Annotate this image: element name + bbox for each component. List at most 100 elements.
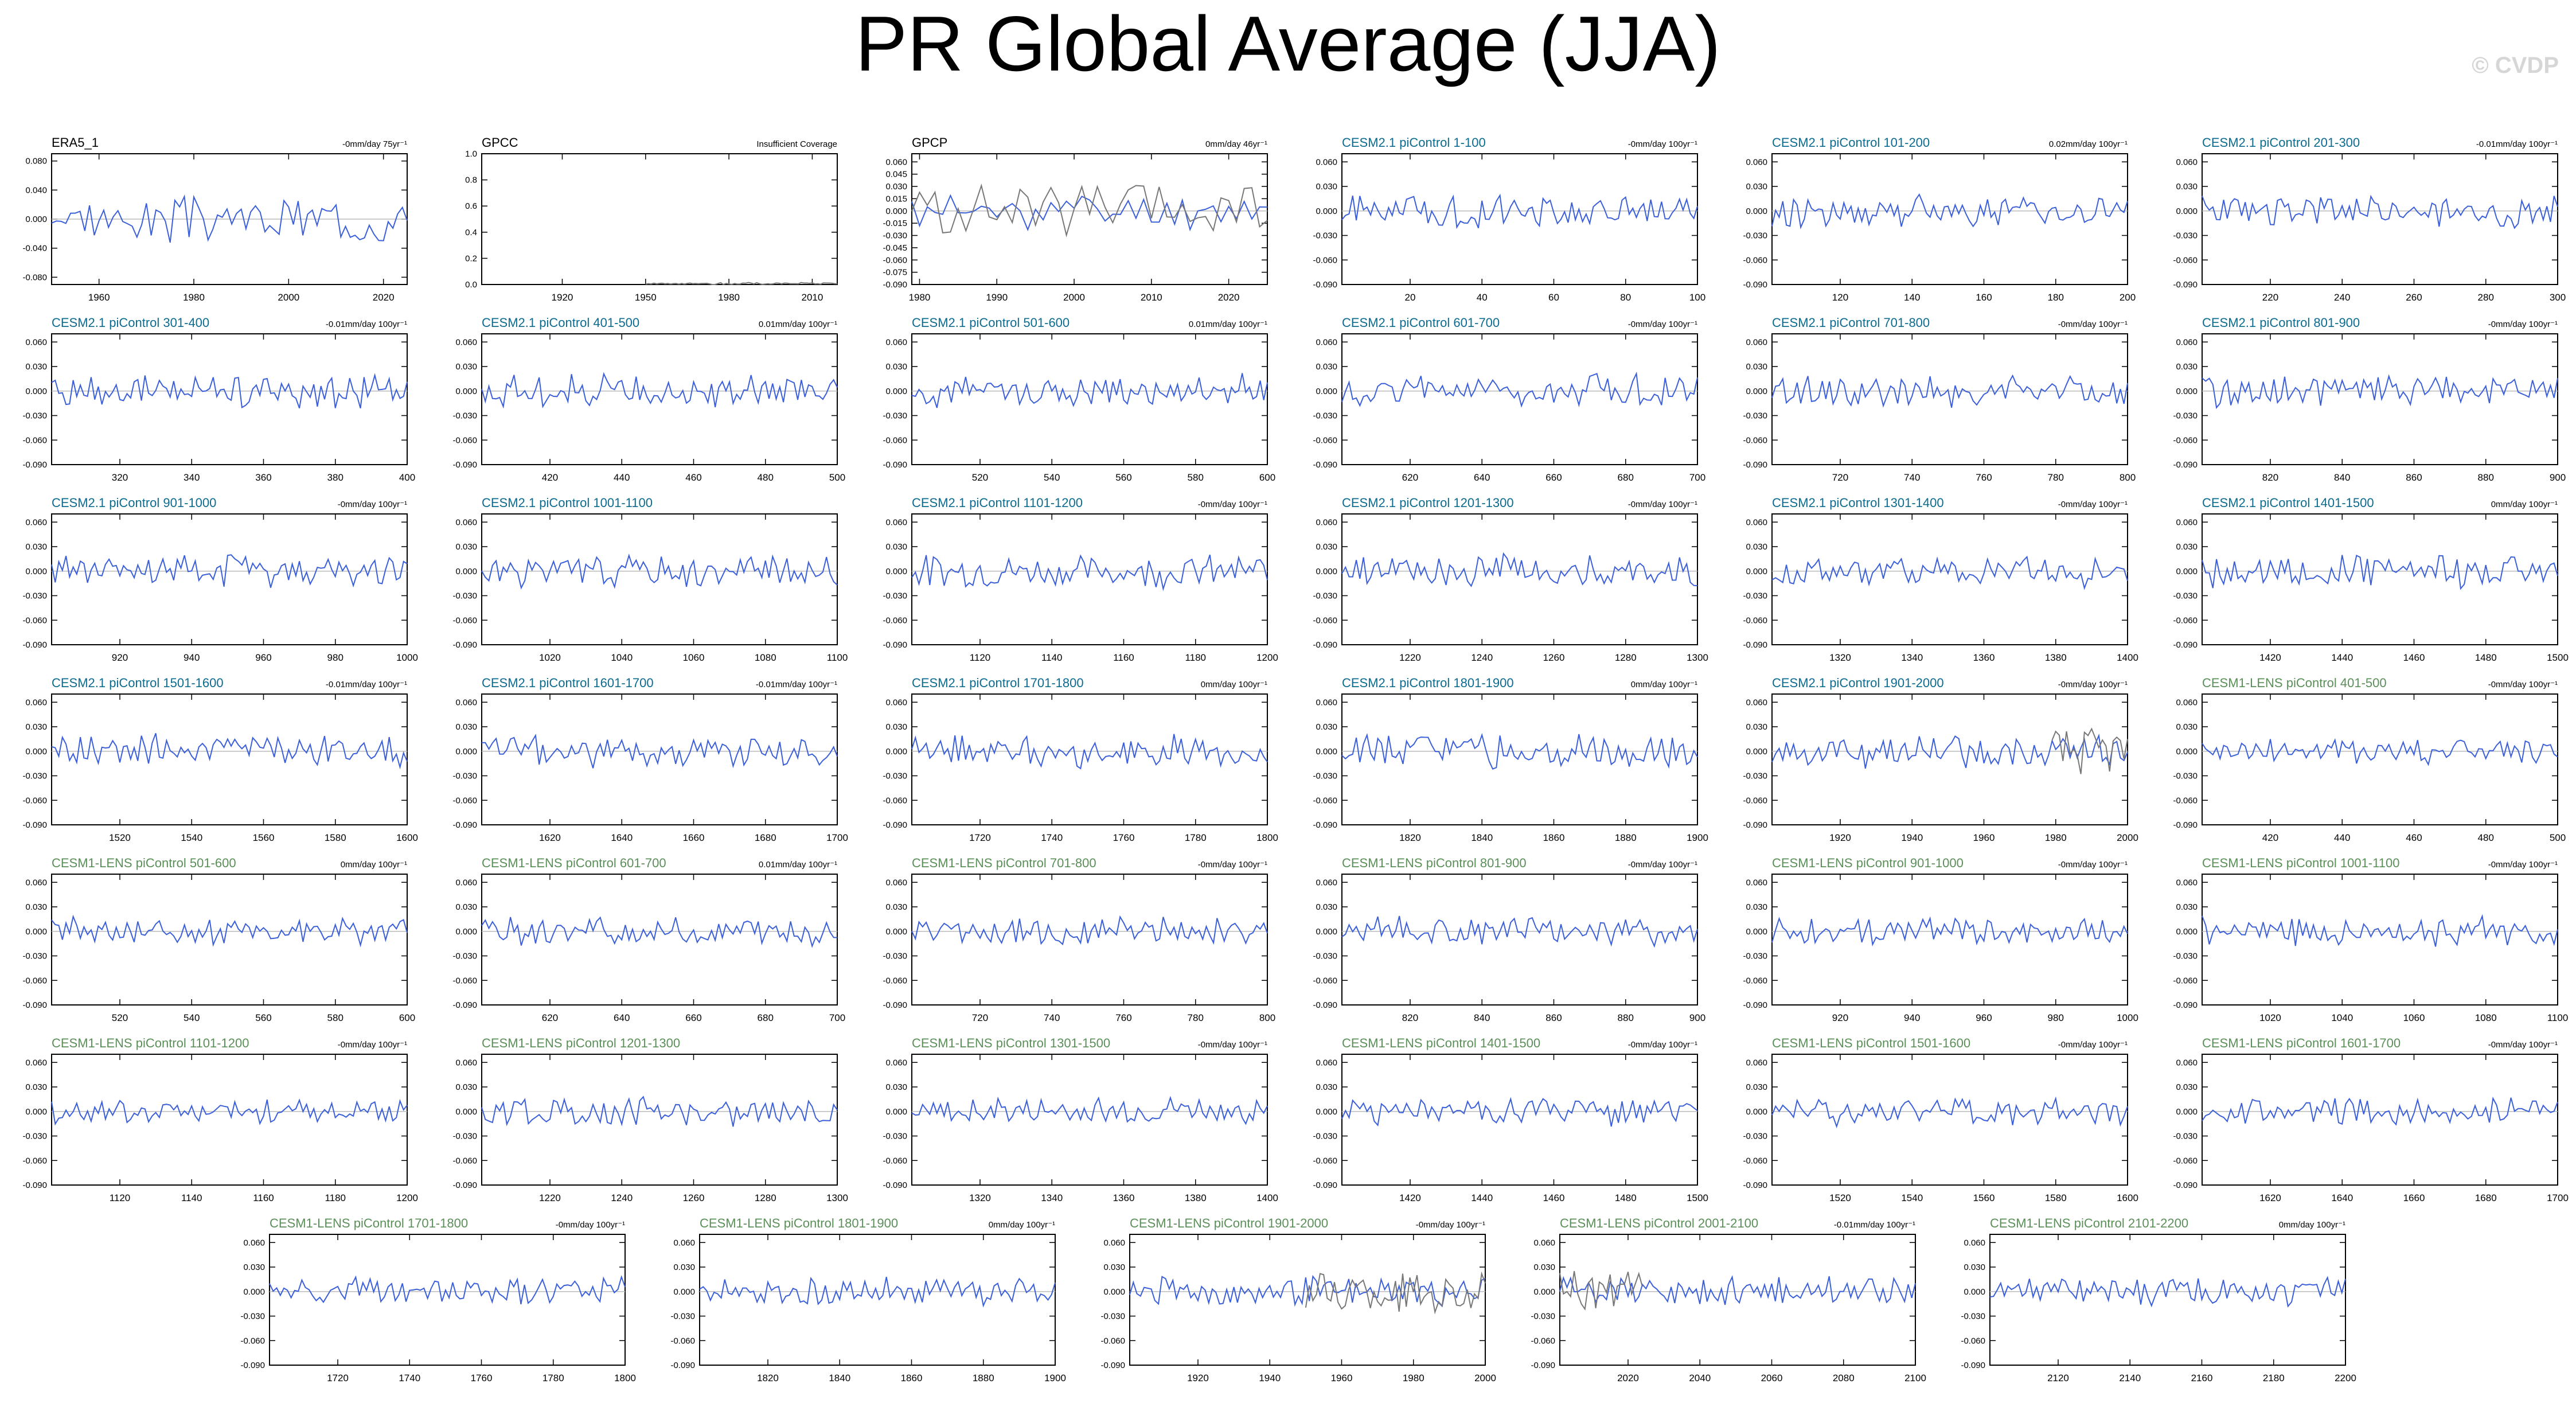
panel-40: CESM1-LENS piControl 2001-2100 -0.01mm/da… — [1531, 1216, 1926, 1383]
panel-35: CESM1-LENS piControl 1501-1600 -0mm/day 1… — [1743, 1036, 2138, 1203]
x-tick-label: 980 — [2048, 1012, 2064, 1023]
x-tick-label: 2120 — [2047, 1373, 2069, 1383]
x-tick-label: 420 — [2262, 832, 2278, 843]
x-tick-label: 760 — [1115, 1012, 1131, 1023]
y-tick-label: -0.060 — [2173, 435, 2198, 445]
x-tick-label: 1740 — [399, 1373, 420, 1383]
plot-frame — [1771, 333, 2128, 465]
y-tick-label: -0.090 — [2173, 640, 2198, 650]
x-tick-label: 780 — [1188, 1012, 1204, 1023]
y-tick-label: -0.030 — [883, 952, 907, 961]
y-tick-label: -0.030 — [240, 1312, 265, 1322]
x-tick-label: 640 — [614, 1012, 630, 1023]
y-tick-label: -0.030 — [883, 591, 907, 601]
x-tick-label: 260 — [2406, 292, 2422, 303]
series-line — [1771, 374, 2128, 408]
panel-39: CESM1-LENS piControl 1901-2000 -0mm/day 1… — [1100, 1216, 1496, 1383]
x-tick-label: 20 — [1405, 292, 1416, 303]
x-tick-label: 580 — [1188, 472, 1204, 483]
y-tick-label: 0.000 — [455, 567, 477, 576]
trend-label: -0mm/day 100yr⁻¹ — [1628, 319, 1697, 329]
y-tick-label: 0.060 — [2176, 1058, 2198, 1067]
y-tick-label: -0.030 — [22, 591, 47, 601]
plot-frame — [911, 874, 1268, 1006]
y-tick-label: -0.030 — [1961, 1312, 1985, 1322]
y-tick-label: -0.030 — [1531, 1312, 1555, 1322]
panel-31: CESM1-LENS piControl 1101-1200 -0mm/day 1… — [22, 1036, 417, 1203]
trend-label: -0mm/day 100yr⁻¹ — [338, 1040, 407, 1050]
panel-title: CESM2.1 piControl 1401-1500 — [2202, 496, 2374, 510]
trend-label: -0mm/day 100yr⁻¹ — [1628, 139, 1697, 149]
x-tick-label: 880 — [1618, 1012, 1634, 1023]
y-tick-label: -0.090 — [1743, 1000, 1767, 1010]
x-tick-label: 1600 — [2117, 1192, 2138, 1203]
panel-26: CESM1-LENS piControl 601-700 0.01mm/day 1… — [452, 856, 845, 1023]
x-tick-label: 1520 — [1829, 1192, 1851, 1203]
y-tick-label: -0.060 — [22, 976, 47, 985]
y-tick-label: 0.060 — [455, 337, 477, 347]
panel-title: CESM1-LENS piControl 701-800 — [912, 856, 1096, 870]
x-tick-label: 740 — [1904, 472, 1920, 483]
panel-1: ERA5_1 -0mm/day 75yr⁻¹ 0.080 0.040 0.000 -0.0… — [22, 135, 408, 303]
x-tick-label: 1720 — [327, 1373, 349, 1383]
x-tick-label: 1580 — [2045, 1192, 2067, 1203]
y-tick-label: -0.060 — [1743, 976, 1767, 985]
y-tick-label: -0.060 — [2173, 796, 2198, 805]
x-tick-label: 1500 — [2547, 652, 2569, 663]
y-tick-label: -0.030 — [883, 411, 907, 421]
y-tick-label: -0.030 — [452, 771, 477, 781]
panel-2: GPCC Insufficient Coverage 1.0 0.8 0.6 0.4 0.2… — [465, 135, 838, 303]
y-tick-label: 0.000 — [1746, 567, 1767, 576]
panel-12: CESM2.1 piControl 801-900 -0mm/day 100yr⁻… — [2173, 315, 2566, 483]
y-tick-label: -0.090 — [2173, 280, 2198, 290]
x-tick-label: 920 — [112, 652, 128, 663]
y-tick-label: 0.060 — [455, 878, 477, 887]
x-tick-label: 80 — [1620, 292, 1631, 303]
y-tick-label: 0.060 — [1746, 337, 1767, 347]
plot-frame — [699, 1234, 1056, 1366]
panel-title: CESM1-LENS piControl 1301-1500 — [912, 1036, 1110, 1050]
y-tick-label: 0.000 — [885, 927, 907, 937]
x-tick-label: 2020 — [373, 292, 395, 303]
x-tick-label: 1900 — [1044, 1373, 1066, 1383]
panel-title: CESM2.1 piControl 701-800 — [1772, 315, 1930, 330]
x-tick-label: 560 — [255, 1012, 271, 1023]
x-tick-label: 60 — [1548, 292, 1559, 303]
y-tick-label: -0.060 — [1313, 796, 1337, 805]
y-tick-label: -0.030 — [452, 411, 477, 421]
panel-3: GPCP 0mm/day 46yr⁻¹ 0.060 0.045 0.030 0.015 0.… — [883, 135, 1268, 303]
panel-title: CESM2.1 piControl 101-200 — [1772, 135, 1930, 150]
x-tick-label: 1540 — [1901, 1192, 1923, 1203]
y-tick-label: -0.090 — [1313, 640, 1337, 650]
x-tick-label: 860 — [1545, 1012, 1562, 1023]
series-line — [2202, 1096, 2558, 1126]
y-tick-label: 0.030 — [25, 542, 47, 552]
y-tick-label: -0.060 — [1743, 255, 1767, 265]
y-tick-label: -0.060 — [452, 435, 477, 445]
y-tick-label: -0.060 — [1743, 1156, 1767, 1166]
y-tick-label: 0.060 — [1316, 697, 1337, 707]
y-tick-label: 0.000 — [1746, 747, 1767, 757]
x-tick-label: 1760 — [1113, 832, 1135, 843]
y-tick-label: -0.090 — [1531, 1361, 1555, 1370]
y-tick-label: 0.000 — [25, 567, 47, 576]
x-tick-label: 1320 — [1829, 652, 1851, 663]
x-tick-label: 2000 — [278, 292, 299, 303]
trend-label: 0mm/day 100yr⁻¹ — [989, 1220, 1055, 1230]
x-tick-label: 2180 — [2263, 1373, 2285, 1383]
y-tick-label: -0.060 — [883, 976, 907, 985]
x-tick-label: 1780 — [542, 1373, 564, 1383]
x-tick-label: 1360 — [1113, 1192, 1135, 1203]
plot-frame — [481, 693, 838, 825]
y-tick-label: 0.060 — [455, 697, 477, 707]
plot-frame — [1341, 333, 1698, 465]
trend-label: 0.01mm/day 100yr⁻¹ — [759, 319, 837, 329]
y-tick-label: 0.0 — [465, 280, 477, 290]
y-tick-label: 0.030 — [885, 542, 907, 552]
plot-frame — [1771, 153, 2128, 285]
panel-14: CESM2.1 piControl 1001-1100 0.060 0.030 0.0… — [452, 496, 848, 663]
y-tick-label: 0.060 — [1746, 157, 1767, 167]
y-tick-label: -0.030 — [22, 952, 47, 961]
trend-label: -0mm/day 75yr⁻¹ — [342, 139, 407, 149]
y-tick-label: -0.040 — [22, 244, 47, 254]
